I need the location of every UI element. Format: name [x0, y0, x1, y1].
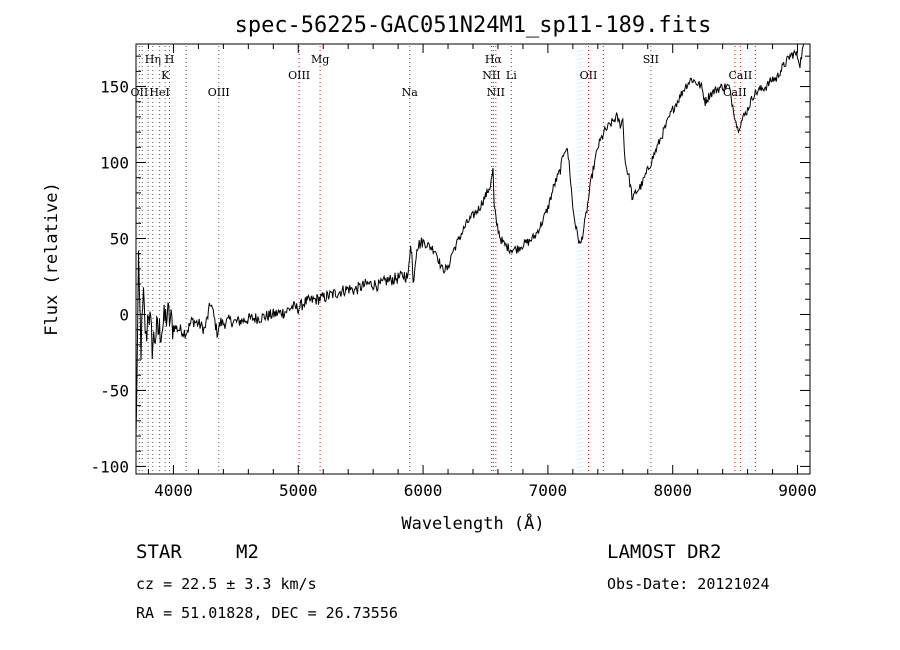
y-tick-label: 50 [110, 229, 129, 248]
y-tick-label: -50 [100, 381, 129, 400]
coordinates: RA = 51.01828, DEC = 26.73556 [136, 604, 398, 622]
plot-frame [135, 43, 811, 475]
line-marker-label: Li [506, 69, 517, 82]
x-tick-label: 8000 [653, 481, 692, 500]
x-tick-label: 6000 [404, 481, 443, 500]
line-marker-label: HeI [149, 86, 169, 99]
line-marker-label: OII [131, 86, 149, 99]
line-marker-label: OIII [208, 86, 230, 99]
line-marker-label: NII [482, 69, 500, 82]
obs-date: Obs-Date: 20121024 [607, 575, 770, 593]
y-axis-label: Flux (relative) [42, 182, 62, 336]
spectrum-line [135, 43, 805, 439]
spectrum-series [135, 43, 805, 439]
y-tick-label: -100 [90, 457, 129, 476]
line-marker-label: H [165, 53, 175, 66]
object-subclass: M2 [236, 541, 259, 563]
line-marker-label: K [161, 69, 170, 82]
line-marker-label: SII [643, 53, 659, 66]
axes: 4000 5000 6000 7000 8000 9000 -100 -50 0 50 100 150 [90, 44, 817, 500]
line-marker-label: Hα [485, 53, 503, 66]
line-marker-label: Hη [145, 53, 161, 66]
x-axis-label: Wavelength (Å) [401, 512, 544, 534]
line-marker-label: OII [580, 69, 598, 82]
chart-title: spec-56225-GAC051N24M1_sp11-189.fits [235, 13, 712, 38]
x-tick-label: 5000 [279, 481, 318, 500]
y-tick-label: 0 [119, 305, 129, 324]
line-marker-label: CaII [729, 69, 753, 82]
line-marker-label: Na [402, 86, 419, 99]
survey-name: LAMOST DR2 [607, 541, 722, 563]
object-class: STAR [136, 541, 182, 563]
x-tick-label: 4000 [154, 481, 193, 500]
line-marker-label: OIII [288, 69, 310, 82]
redshift-text: cz = 22.5 ± 3.3 km/s [136, 575, 317, 593]
line-marker-label: Mg [311, 53, 329, 66]
x-tick-label: 7000 [529, 481, 568, 500]
x-tick-label: 9000 [778, 481, 817, 500]
y-tick-label: 150 [100, 78, 129, 97]
line-marker-label: CaII [723, 86, 747, 99]
y-tick-label: 100 [100, 154, 129, 173]
line-marker-label: NII [487, 86, 505, 99]
